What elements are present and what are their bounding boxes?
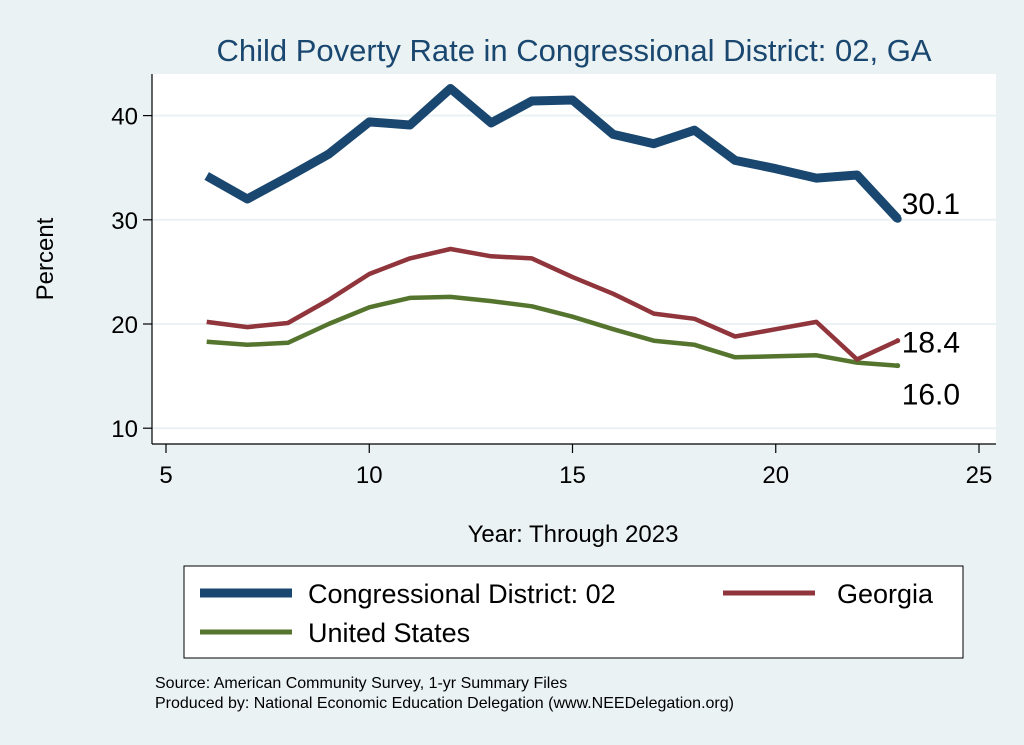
producer-note: Produced by: National Economic Education…: [155, 695, 734, 712]
legend-label-district: Congressional District: 02: [308, 579, 616, 609]
end-point-united-states: [895, 363, 901, 369]
end-point-georgia: [895, 338, 901, 344]
y-tick-label-30: 30: [111, 208, 138, 235]
legend-label-united-states: United States: [308, 618, 470, 648]
end-point-district: [893, 214, 902, 223]
end-labels: 30.1 18.4 16.0: [902, 188, 960, 412]
x-tick-label-5: 5: [159, 462, 172, 489]
y-tick-label-40: 40: [111, 104, 138, 131]
end-label-georgia: 18.4: [902, 327, 960, 360]
series-lines: [204, 84, 902, 369]
gridlines: [152, 114, 996, 430]
legend-label-georgia: Georgia: [837, 579, 934, 609]
x-tick-label-20: 20: [762, 462, 789, 489]
chart-title: Child Poverty Rate in Congressional Dist…: [216, 33, 931, 68]
series-line-georgia: [206, 246, 899, 362]
end-label-united-states: 16.0: [902, 379, 960, 412]
source-note: Source: American Community Survey, 1-yr …: [155, 675, 567, 692]
x-axis-label: Year: Through 2023: [468, 521, 679, 548]
end-label-district: 30.1: [902, 188, 960, 221]
y-axis-label: Percent: [32, 217, 59, 300]
legend-box: [183, 565, 964, 659]
y-tick-label-20: 20: [111, 312, 138, 339]
plot-area: [152, 74, 996, 444]
x-tick-label-15: 15: [559, 462, 586, 489]
series-line-district: [204, 84, 901, 222]
axes: 5 10 15 20 25 10 20 30 40: [111, 74, 996, 489]
y-tick-label-10: 10: [111, 416, 138, 443]
x-tick-label-10: 10: [356, 462, 383, 489]
series-line-united-states: [206, 294, 898, 368]
x-tick-label-25: 25: [966, 462, 993, 489]
legend: Congressional District: 02 Georgia Unite…: [183, 565, 964, 659]
